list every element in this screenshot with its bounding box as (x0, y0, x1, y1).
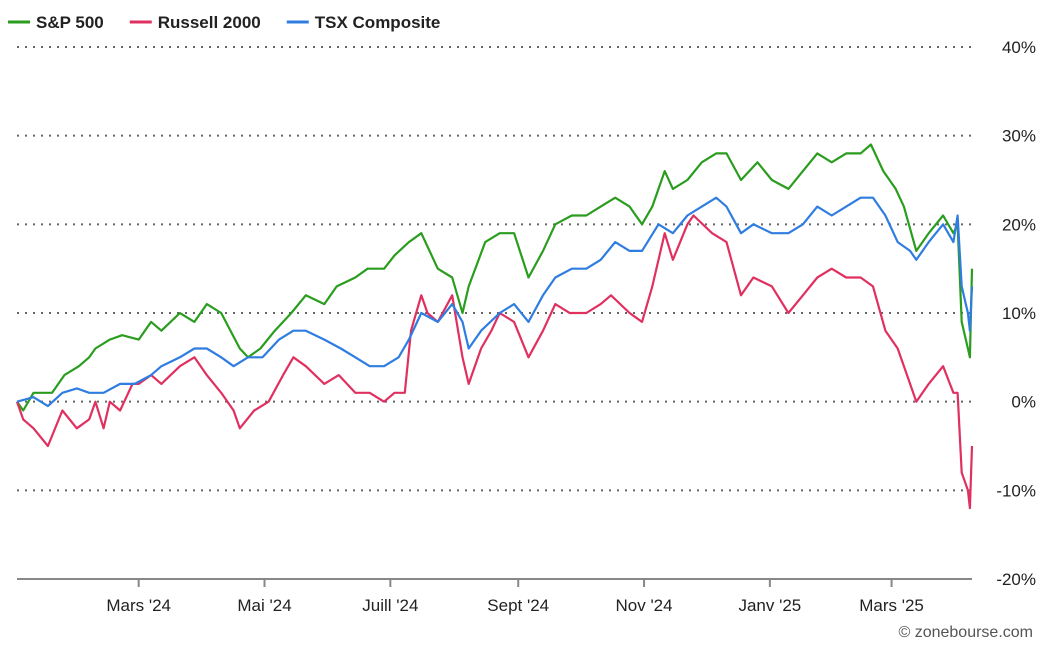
legend-label: S&P 500 (36, 13, 104, 32)
series-line-s-p-500 (16, 143, 974, 412)
x-tick-label: Mars '25 (859, 596, 924, 615)
series-line-russell-2000 (15, 214, 974, 510)
legend-label: Russell 2000 (158, 13, 261, 32)
legend-label: TSX Composite (315, 13, 441, 32)
y-axis: 40% 30% 20% 10% 0% -10% -20% (996, 38, 1036, 589)
x-tick-label: Janv '25 (738, 596, 801, 615)
gridlines (17, 46, 972, 492)
x-tick-label: Sept '24 (487, 596, 549, 615)
x-tick-label: Nov '24 (615, 596, 672, 615)
x-tick-label: Juill '24 (362, 596, 418, 615)
y-tick-label: 0% (1011, 393, 1036, 412)
y-tick-label: 20% (1002, 215, 1036, 234)
x-tick-label: Mars '24 (106, 596, 171, 615)
series-line-tsx-composite (16, 196, 974, 408)
credit-text: © zonebourse.com (898, 624, 1033, 641)
x-tick-label: Mai '24 (237, 596, 291, 615)
y-tick-label: -10% (996, 481, 1036, 500)
x-axis: Mars '24 Mai '24 Juill '24 Sept '24 Nov '24 J… (17, 578, 972, 615)
y-tick-label: 30% (1002, 127, 1036, 146)
y-tick-label: 10% (1002, 304, 1036, 323)
y-tick-label: 40% (1002, 38, 1036, 57)
y-tick-label: -20% (996, 570, 1036, 589)
legend: S&P 500 Russell 2000 TSX Composite (8, 13, 440, 32)
series-lines (15, 143, 974, 510)
